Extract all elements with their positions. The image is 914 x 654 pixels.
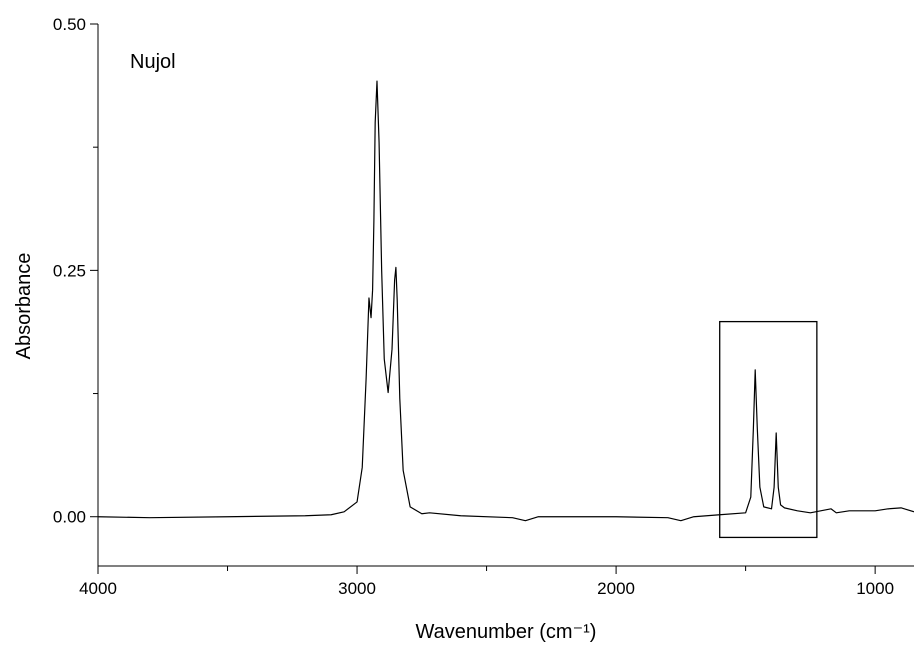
highlight-box	[720, 322, 817, 538]
x-axis-label: Wavenumber (cm⁻¹)	[416, 621, 597, 643]
x-tick-label: 4000	[79, 579, 117, 598]
x-tick-label: 2000	[597, 579, 635, 598]
page: {"chart_data": {"type": "line", "annotat…	[0, 0, 914, 649]
annotation: Nujol	[130, 51, 176, 73]
x-tick-label: 3000	[338, 579, 376, 598]
y-tick-label: 0.50	[53, 15, 86, 34]
chart: Nujol Wavenumber (cm⁻¹) Absorbance 4000 3…	[0, 0, 914, 649]
y-tick-label: 0.25	[53, 261, 86, 280]
y-tick-label: 0.00	[53, 508, 86, 527]
y-axis-label: Absorbance	[13, 253, 35, 360]
spectrum-line	[98, 81, 914, 521]
x-tick-label: 1000	[856, 579, 894, 598]
